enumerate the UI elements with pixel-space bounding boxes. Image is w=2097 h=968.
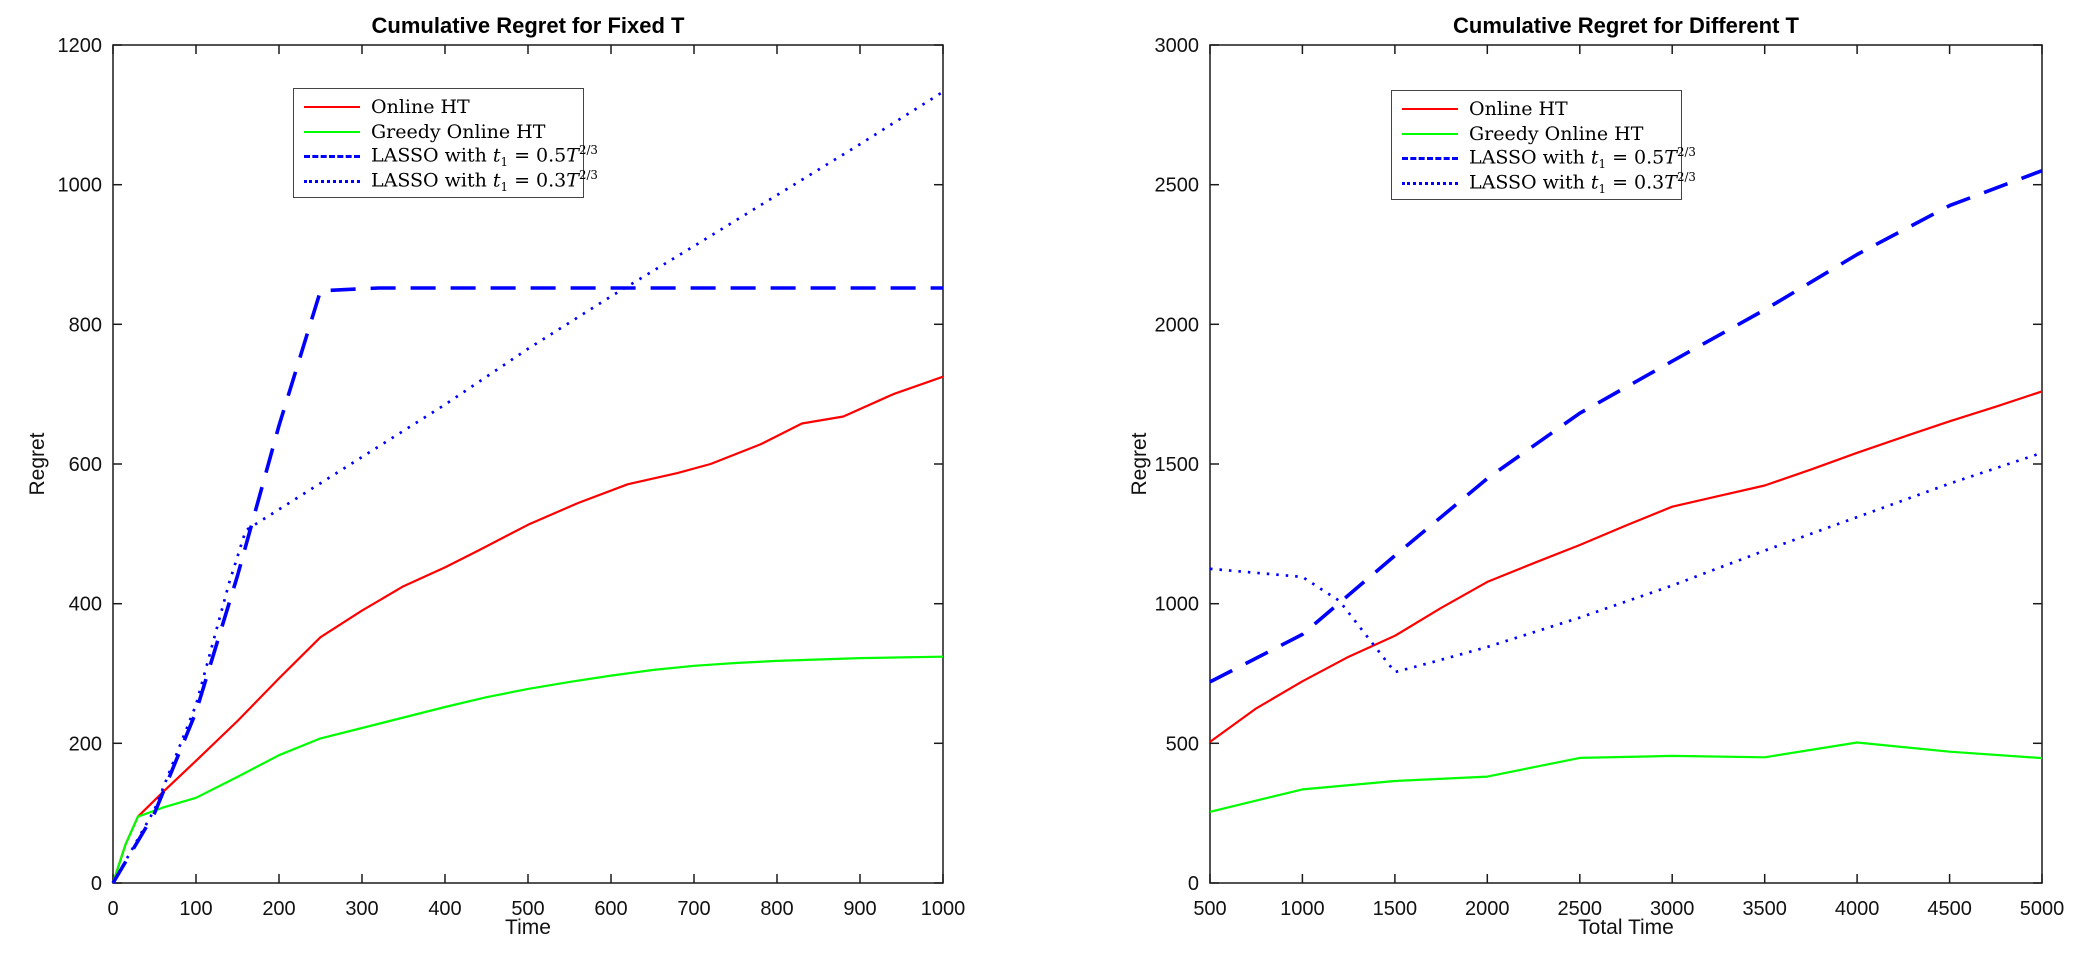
legend-line-sample-solid	[304, 130, 360, 133]
y-tick-label: 0	[91, 873, 102, 895]
series-line-online-ht	[1209, 390, 2043, 743]
series-line-online-ht	[111, 375, 944, 884]
legend-item: Greedy Online HT	[304, 119, 575, 144]
legend-item: LASSO with t1 = 0.3T2/3	[304, 168, 598, 195]
x-tick-label: 3500	[1742, 898, 1787, 920]
chart-title-fixed-t: Cumulative Regret for Fixed T	[371, 13, 685, 38]
y-tick-label: 600	[69, 454, 102, 476]
y-tick-label: 0	[1188, 873, 1199, 895]
legend-label: LASSO with t1 = 0.5T2/3	[371, 143, 598, 170]
x-tick-label: 2000	[1465, 898, 1510, 920]
series-line-greedy-online-ht	[1209, 741, 2043, 813]
legend-label: LASSO with t1 = 0.3T2/3	[371, 168, 598, 195]
series-line-greedy-online-ht	[111, 655, 944, 884]
legend-line-sample-solid	[304, 105, 360, 108]
dashed-line-glyph	[304, 155, 360, 158]
legend-fixed-t: Online HT Greedy Online HT LASSO with t1 =…	[293, 88, 598, 198]
x-axis-label-time: Time	[505, 916, 551, 939]
x-tick-label: 1000	[1280, 898, 1325, 920]
x-tick-label: 400	[428, 898, 461, 920]
chart-title-different-t: Cumulative Regret for Different T	[1453, 13, 1799, 38]
series-line-lasso-with-t1-0-5t-2-3-	[1209, 169, 2043, 684]
x-tick-label: 1500	[1373, 898, 1418, 920]
x-tick-label: 0	[107, 898, 118, 920]
x-tick-label: 3000	[1650, 898, 1695, 920]
legend-line-sample-dashed	[304, 155, 360, 158]
series-line-lasso-with-t1-0-3t-2-3-	[111, 90, 944, 884]
legend-label: LASSO with t1 = 0.3T2/3	[1469, 170, 1696, 197]
x-tick-label: 5000	[2020, 898, 2065, 920]
x-axis-label-total-time: Total Time	[1578, 916, 1674, 939]
y-axis-label-regret-left: Regret	[26, 432, 49, 496]
x-tick-label: 200	[262, 898, 295, 920]
y-tick-label: 2000	[1155, 314, 1200, 336]
x-tick-label: 4000	[1835, 898, 1880, 920]
x-tick-label: 600	[594, 898, 627, 920]
legend-label: Greedy Online HT	[371, 120, 546, 143]
dotted-line-glyph	[304, 180, 360, 183]
legend-line-sample-dotted	[304, 180, 360, 183]
y-tick-label: 400	[69, 594, 102, 616]
series-line-lasso-with-t1-0-3t-2-3-	[1209, 451, 2043, 674]
y-tick-label: 200	[69, 733, 102, 755]
y-tick-label: 1000	[1155, 594, 1200, 616]
series-line-lasso-with-t1-0-5t-2-3-	[111, 286, 943, 884]
legend-different-t: Online HT Greedy Online HT LASSO with t1 =…	[1391, 90, 1696, 200]
legend-item: Online HT	[1402, 96, 1673, 121]
y-tick-label: 2500	[1155, 175, 1200, 197]
legend-item: Online HT	[304, 94, 575, 119]
y-tick-label: 1500	[1155, 454, 1200, 476]
y-tick-label: 1000	[58, 175, 103, 197]
legend-item: LASSO with t1 = 0.3T2/3	[1402, 170, 1696, 197]
solid-line-glyph	[304, 130, 360, 133]
legend-label: Online HT	[1469, 97, 1568, 120]
y-tick-label: 1200	[58, 35, 103, 57]
legend-line-sample-dotted	[1402, 182, 1458, 185]
legend-label: Greedy Online HT	[1469, 122, 1644, 145]
legend-item: LASSO with t1 = 0.5T2/3	[304, 143, 598, 170]
x-tick-label: 500	[1193, 898, 1226, 920]
legend-item: LASSO with t1 = 0.5T2/3	[1402, 145, 1696, 172]
x-tick-label: 900	[843, 898, 876, 920]
legend-item: Greedy Online HT	[1402, 121, 1673, 146]
x-tick-label: 100	[179, 898, 212, 920]
y-tick-label: 500	[1166, 733, 1199, 755]
y-tick-label: 3000	[1155, 35, 1200, 57]
x-tick-label: 300	[345, 898, 378, 920]
y-axis-label-regret-right: Regret	[1128, 432, 1151, 496]
legend-line-sample-solid	[1402, 132, 1458, 135]
x-tick-label: 700	[677, 898, 710, 920]
solid-line-glyph	[1402, 132, 1458, 135]
legend-label: Online HT	[371, 95, 470, 118]
dashed-line-glyph	[1402, 157, 1458, 160]
legend-line-sample-dashed	[1402, 157, 1458, 160]
x-tick-label: 4500	[1927, 898, 1972, 920]
y-tick-label: 800	[69, 314, 102, 336]
x-tick-label: 500	[511, 898, 544, 920]
legend-label: LASSO with t1 = 0.5T2/3	[1469, 145, 1696, 172]
solid-line-glyph	[304, 105, 360, 108]
legend-line-sample-solid	[1402, 107, 1458, 110]
x-tick-label: 1000	[921, 898, 966, 920]
x-tick-label: 2500	[1558, 898, 1603, 920]
dotted-line-glyph	[1402, 182, 1458, 185]
solid-line-glyph	[1402, 107, 1458, 110]
x-tick-label: 800	[760, 898, 793, 920]
